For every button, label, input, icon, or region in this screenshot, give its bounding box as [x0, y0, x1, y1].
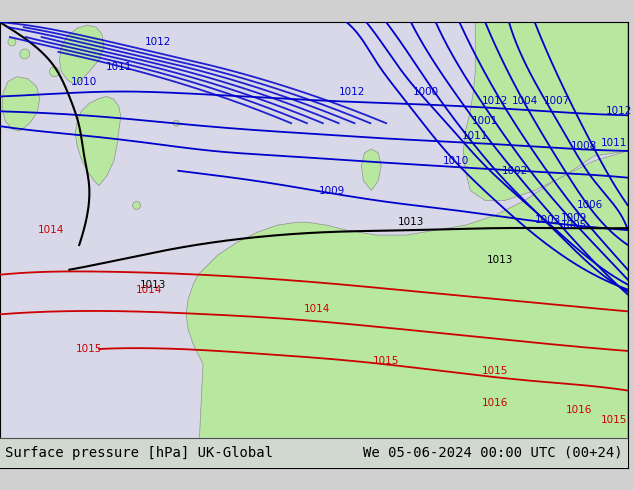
- Text: 1014: 1014: [304, 304, 330, 315]
- Text: 1016: 1016: [566, 405, 592, 416]
- Text: 1014: 1014: [135, 285, 162, 294]
- Text: 1012: 1012: [482, 97, 508, 106]
- Text: 1015: 1015: [76, 344, 102, 354]
- Polygon shape: [75, 97, 121, 186]
- Text: 1001: 1001: [472, 116, 498, 126]
- Text: 1002: 1002: [501, 166, 528, 176]
- Text: 1004: 1004: [512, 97, 538, 106]
- Text: 1010: 1010: [443, 156, 469, 166]
- Text: 1011: 1011: [106, 62, 132, 72]
- Text: 1000: 1000: [413, 87, 439, 97]
- Text: 1011: 1011: [601, 138, 627, 148]
- Text: 1003: 1003: [534, 215, 560, 225]
- Text: 1014: 1014: [38, 225, 65, 235]
- Text: 1010: 1010: [71, 76, 97, 87]
- Text: 1015: 1015: [482, 366, 508, 376]
- Text: 1009: 1009: [319, 186, 345, 196]
- Text: 1012: 1012: [605, 106, 632, 116]
- Circle shape: [8, 38, 16, 46]
- Text: 1009: 1009: [561, 213, 588, 223]
- Text: 1011: 1011: [462, 131, 488, 141]
- Polygon shape: [463, 22, 628, 200]
- Text: 1016: 1016: [482, 398, 508, 409]
- Circle shape: [173, 120, 179, 126]
- Polygon shape: [0, 22, 628, 468]
- Text: 1013: 1013: [140, 280, 167, 290]
- Circle shape: [49, 67, 60, 76]
- Text: 1006: 1006: [577, 200, 604, 210]
- Polygon shape: [2, 76, 39, 131]
- Text: We 05-06-2024 00:00 UTC (00+24): We 05-06-2024 00:00 UTC (00+24): [363, 446, 623, 460]
- Text: 1013: 1013: [487, 255, 514, 265]
- Text: Surface pressure [hPa] UK-Global: Surface pressure [hPa] UK-Global: [5, 446, 273, 460]
- Text: 1012: 1012: [339, 87, 365, 97]
- Circle shape: [133, 201, 141, 209]
- Text: 1013: 1013: [398, 217, 424, 227]
- Text: 1008: 1008: [571, 141, 597, 151]
- Polygon shape: [0, 22, 628, 468]
- Text: 1005: 1005: [561, 220, 588, 230]
- Polygon shape: [60, 25, 104, 85]
- Polygon shape: [361, 149, 381, 191]
- Text: 1015: 1015: [601, 415, 627, 425]
- Text: 1015: 1015: [373, 356, 399, 366]
- Polygon shape: [186, 151, 628, 468]
- Circle shape: [20, 49, 30, 59]
- Text: 1012: 1012: [145, 37, 172, 47]
- Polygon shape: [0, 438, 628, 468]
- Text: 1007: 1007: [543, 97, 569, 106]
